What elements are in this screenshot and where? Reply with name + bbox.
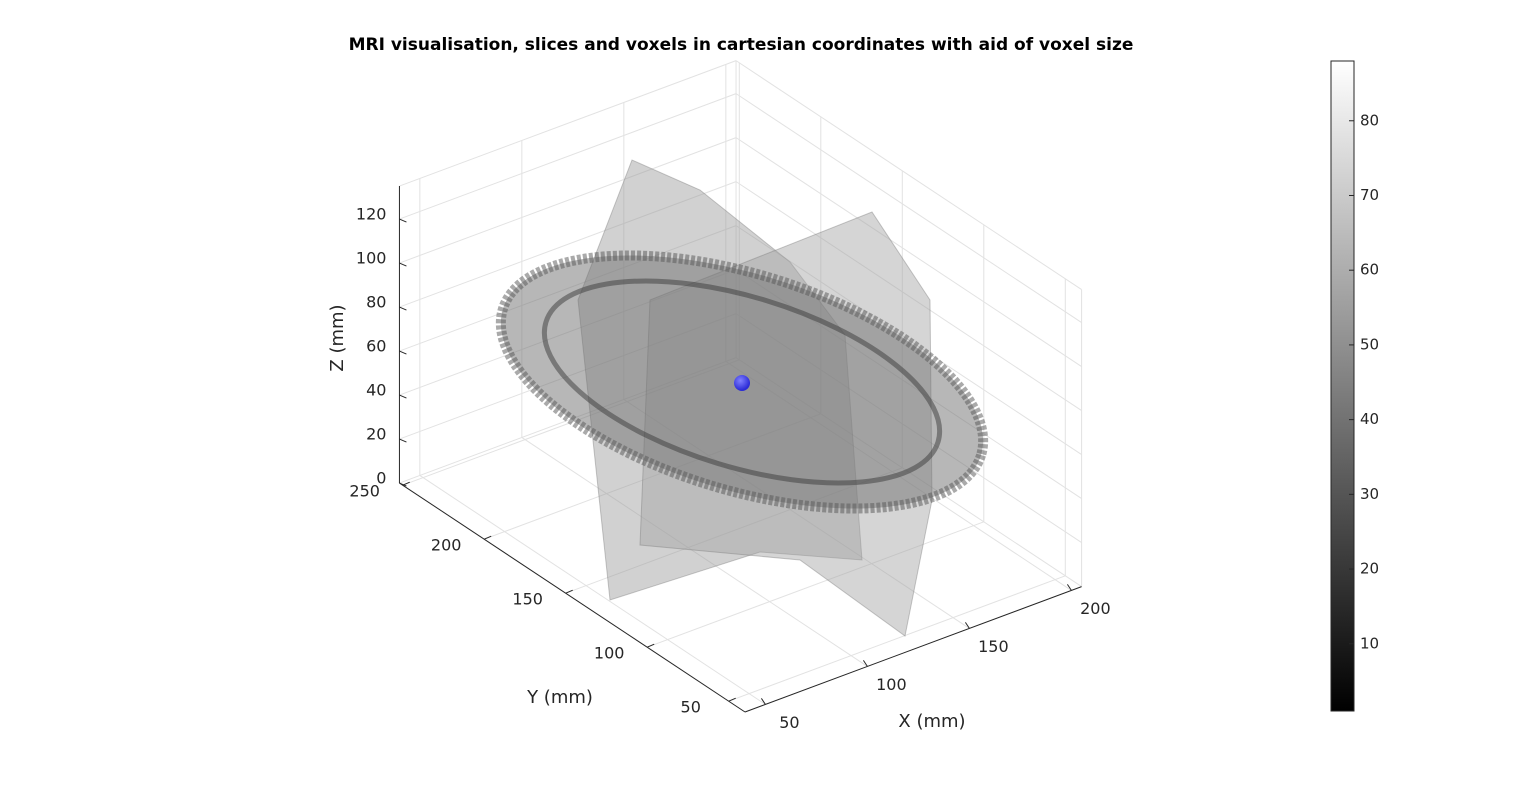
y-tick [484,535,492,540]
y-axis-label: Y (mm) [526,687,593,708]
colorbar-tick-label: 80 [1360,111,1379,129]
x-tick-label: 150 [978,637,1009,656]
colorbar-tick-label: 70 [1360,186,1379,204]
y-tick-label: 50 [681,698,701,717]
grid-line [399,93,737,220]
z-tick [399,218,407,223]
mri-slices [495,159,989,637]
z-tick [399,306,407,311]
box-edge [735,60,1082,291]
y-axis-line [399,482,746,713]
y-tick [565,589,573,594]
x-axis-line [744,586,1082,713]
colorbar-tick-label: 40 [1360,410,1379,428]
grid-line [735,225,1082,456]
z-tick [399,394,407,399]
x-tick [964,622,970,629]
colorbar-ticks: 10 20 30 40 50 60 70 80 [1349,111,1379,652]
box-edge [399,60,737,187]
z-tick-label: 80 [366,293,386,312]
x-tick [1066,584,1072,591]
y-tick-label: 150 [512,590,543,609]
colorbar-tick-label: 60 [1360,261,1379,279]
x-tick-label: 50 [779,713,799,732]
x-axis-label: X (mm) [898,711,965,732]
y-tick [647,643,655,648]
grid-line [419,475,766,705]
colorbar-tick-label: 10 [1360,634,1379,652]
colorbar [1330,60,1355,712]
colorbar-tick-label: 30 [1360,485,1379,503]
grid-line [399,137,737,264]
x-tick [862,660,868,667]
z-tick [399,482,407,487]
z-tick-label: 100 [356,249,387,268]
x-tick-label: 100 [876,675,907,694]
z-tick [399,438,407,443]
axial-inner [541,278,943,486]
grid-line [647,521,984,648]
z-tick [399,262,407,267]
z-tick-label: 40 [366,381,386,400]
z-tick [399,350,407,355]
z-tick-label: 120 [356,205,387,224]
y-tick-label: 100 [594,644,625,663]
y-tick-label: 200 [431,536,462,555]
z-tick-label: 60 [366,337,386,356]
colorbar-tick-label: 20 [1360,560,1379,578]
grid-line [735,93,1082,324]
grid-line [521,437,868,667]
colorbar-tick-label: 50 [1360,335,1379,353]
x-tick-label: 200 [1080,599,1111,618]
z-axis-label: Z (mm) [327,304,348,371]
chart-title: MRI visualisation, slices and voxels in … [349,35,1134,55]
y-tick [728,697,736,702]
z-tick-label: 0 [376,469,386,488]
grid-line [735,181,1082,412]
x-tick [760,698,766,705]
grid-line [728,575,1066,702]
grid-line [735,137,1082,368]
z-tick-label: 20 [366,425,386,444]
marker-sphere [734,375,750,391]
grid-line [399,181,737,308]
y-tick-label: 250 [349,482,380,501]
